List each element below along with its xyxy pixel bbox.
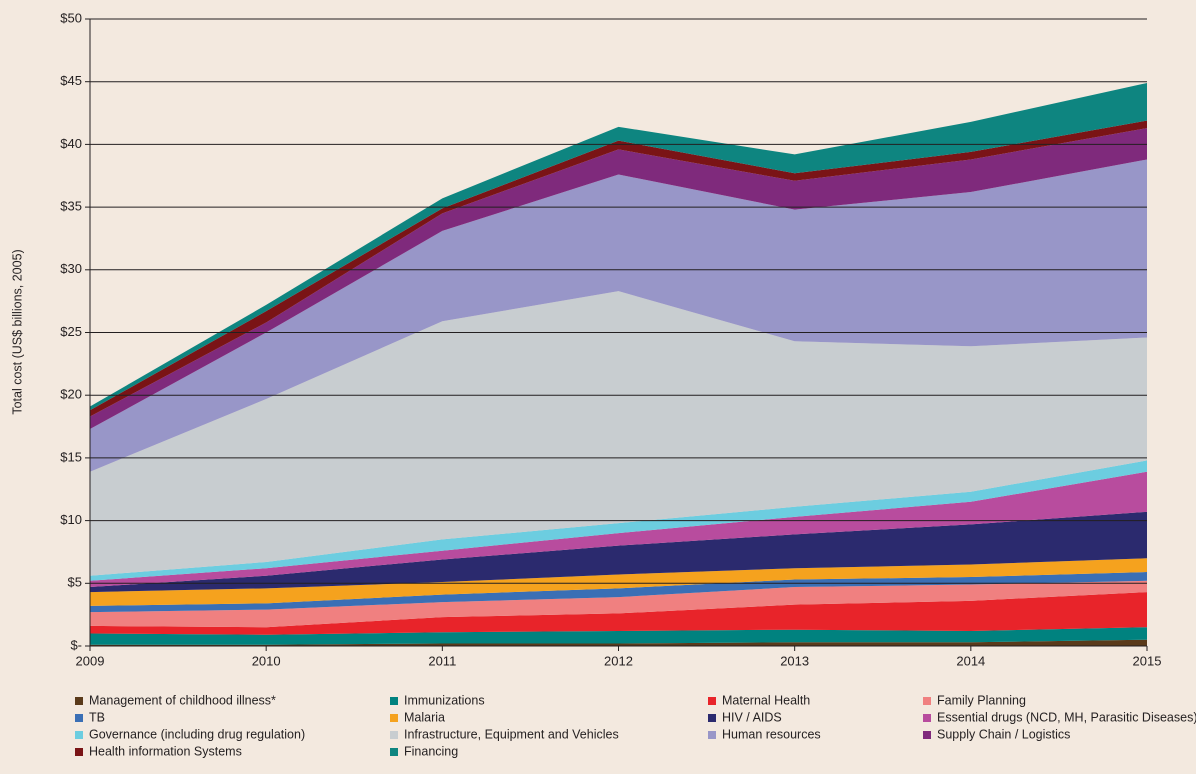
y-tick-label: $45 [60,73,82,88]
legend-label: Governance (including drug regulation) [89,727,305,741]
legend-swatch [923,731,931,739]
x-tick-label: 2012 [604,653,633,668]
x-tick-label: 2013 [780,653,809,668]
x-tick-label: 2011 [428,653,456,668]
area [90,291,1147,576]
legend-swatch [923,714,931,722]
legend-label: Infrastructure, Equipment and Vehicles [404,727,619,741]
area [90,82,1147,411]
area [90,128,1147,430]
x-tick-label: 2014 [956,653,985,668]
legend-label: TB [89,710,105,724]
area [90,580,1147,628]
area [90,511,1147,593]
y-tick-label: $30 [60,261,82,276]
y-tick-label: $10 [60,512,82,527]
legend-label: Essential drugs (NCD, MH, Parasitic Dise… [937,710,1196,724]
legend-label: Human resources [722,727,821,741]
legend-label: HIV / AIDS [722,710,782,724]
area [90,471,1147,588]
legend-swatch [75,714,83,722]
legend-label: Family Planning [937,693,1026,707]
area [90,639,1147,646]
legend-swatch [923,697,931,705]
legend-label: Supply Chain / Logistics [937,727,1070,741]
y-tick-label: $50 [60,10,82,25]
x-tick-label: 2009 [76,653,105,668]
y-tick-label: $- [70,637,82,652]
y-tick-label: $40 [60,136,82,151]
y-tick-label: $35 [60,199,82,214]
y-tick-label: $25 [60,324,82,339]
legend-swatch [708,697,716,705]
legend-swatch [390,731,398,739]
legend-label: Financing [404,744,458,758]
legend-swatch [75,748,83,756]
legend-label: Health information Systems [89,744,242,758]
legend-label: Management of childhood illness* [89,693,276,707]
area [90,627,1147,645]
legend-swatch [390,697,398,705]
legend-swatch [708,714,716,722]
area [90,159,1147,472]
y-tick-label: $15 [60,449,82,464]
legend-swatch [390,714,398,722]
legend-swatch [390,748,398,756]
y-axis-label: Total cost (US$ billions, 2005) [10,249,24,414]
legend-swatch [75,731,83,739]
legend-label: Malaria [404,710,445,724]
legend-swatch [75,697,83,705]
area [90,558,1147,606]
legend-label: Immunizations [404,693,485,707]
y-tick-label: $5 [68,575,82,590]
x-tick-label: 2010 [252,653,281,668]
x-tick-label: 2015 [1133,653,1162,668]
legend-swatch [708,731,716,739]
legend-label: Maternal Health [722,693,810,707]
y-tick-label: $20 [60,387,82,402]
area [90,572,1147,613]
